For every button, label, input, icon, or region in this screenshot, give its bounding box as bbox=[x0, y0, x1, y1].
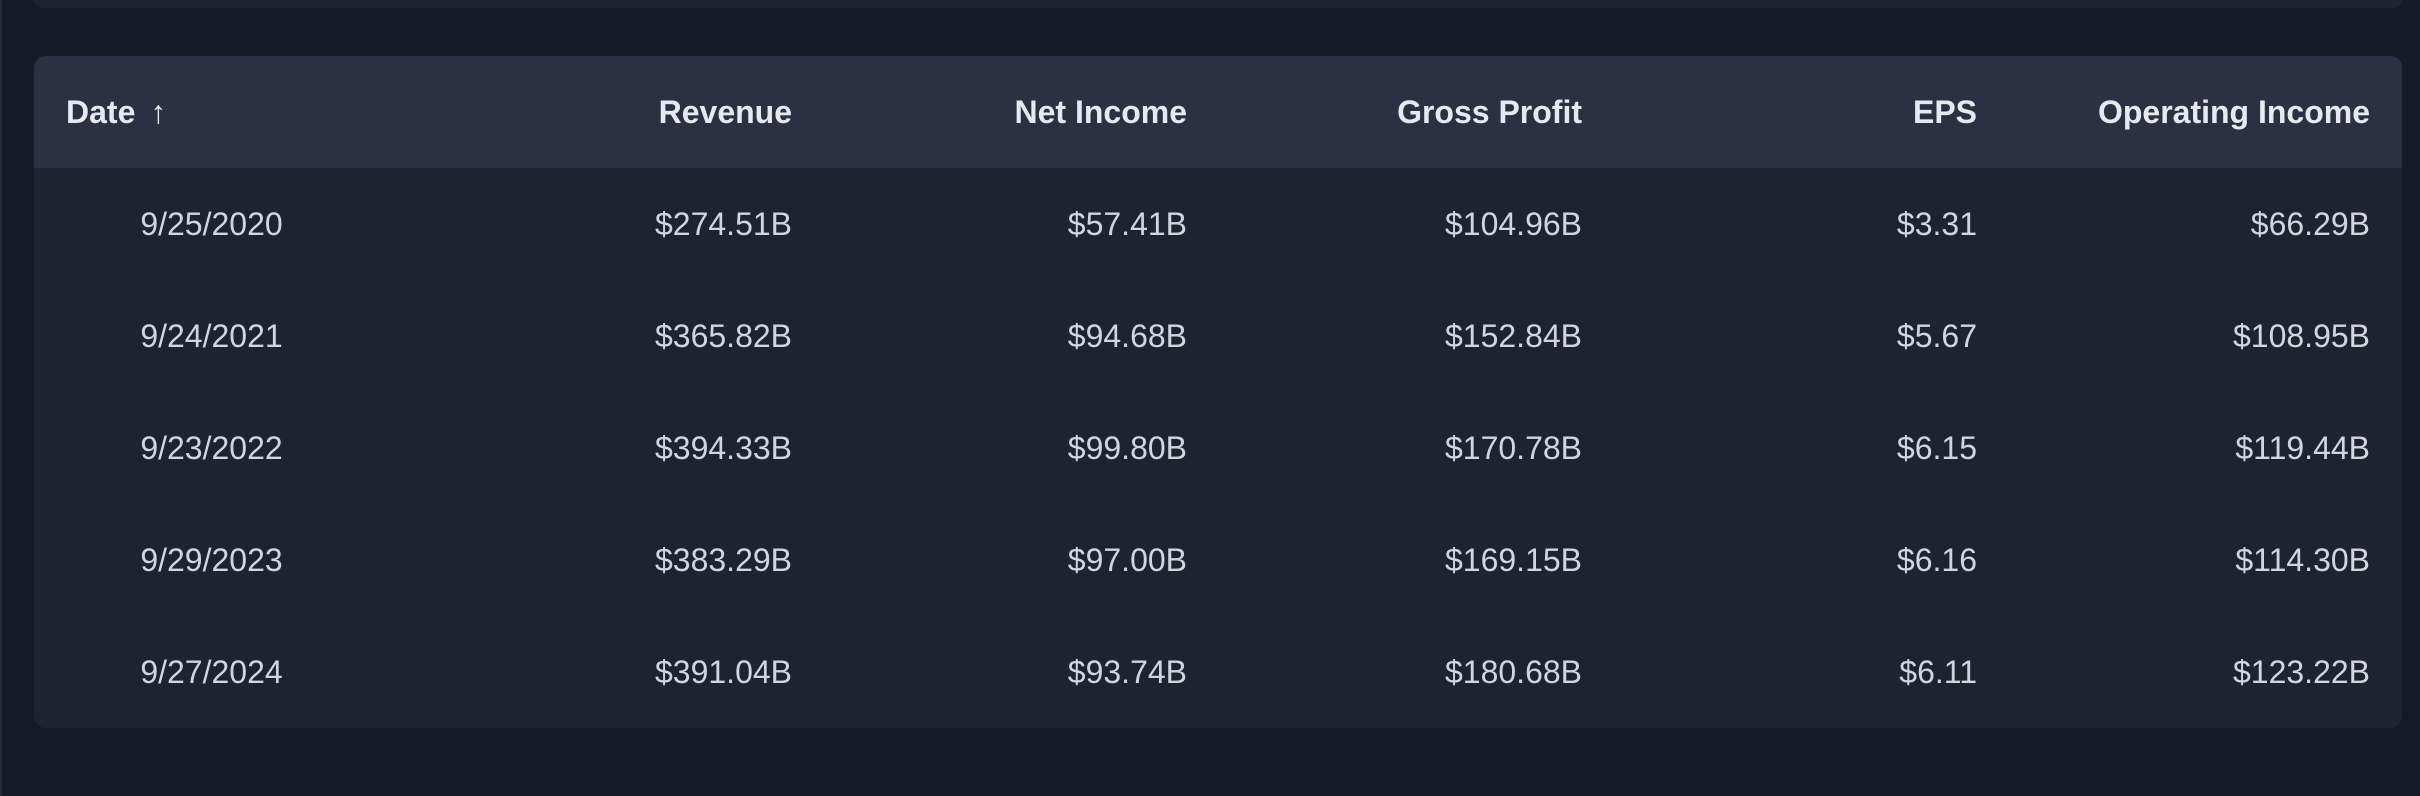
column-header-net-income[interactable]: Net Income bbox=[1014, 93, 1187, 130]
cell-gross-profit: $169.15B bbox=[1444, 541, 1582, 578]
table-row: 9/24/2021 $365.82B $94.68B $152.84B $5.6… bbox=[34, 280, 2402, 392]
cell-gross-profit: $180.68B bbox=[1444, 653, 1582, 690]
cell-gross-profit: $170.78B bbox=[1444, 429, 1582, 466]
cell-net-income: $93.74B bbox=[1067, 653, 1187, 690]
table-row: 9/23/2022 $394.33B $99.80B $170.78B $6.1… bbox=[34, 392, 2402, 504]
cell-operating-income: $123.22B bbox=[2232, 653, 2370, 690]
cell-date: 9/27/2024 bbox=[140, 653, 283, 690]
page-edge bbox=[0, 0, 2, 796]
column-header-date[interactable]: Date ↑ bbox=[34, 56, 429, 168]
cell-eps: $6.11 bbox=[1899, 653, 1977, 690]
cell-date: 9/29/2023 bbox=[140, 541, 283, 578]
table-row: 9/27/2024 $391.04B $93.74B $180.68B $6.1… bbox=[34, 616, 2402, 728]
cell-revenue: $383.29B bbox=[654, 541, 792, 578]
cell-revenue: $274.51B bbox=[654, 205, 792, 242]
cell-net-income: $94.68B bbox=[1067, 317, 1187, 354]
cell-net-income: $57.41B bbox=[1067, 205, 1187, 242]
cell-eps: $6.16 bbox=[1896, 541, 1977, 578]
column-header-operating-income[interactable]: Operating Income bbox=[2097, 93, 2370, 130]
cell-revenue: $394.33B bbox=[654, 429, 792, 466]
cell-revenue: $391.04B bbox=[654, 653, 792, 690]
column-header-date-label: Date bbox=[66, 93, 136, 130]
sort-ascending-icon: ↑ bbox=[150, 93, 167, 130]
cell-gross-profit: $104.96B bbox=[1444, 205, 1582, 242]
cell-operating-income: $114.30B bbox=[2235, 541, 2370, 578]
cell-net-income: $97.00B bbox=[1067, 541, 1187, 578]
table-header-row: Date ↑ Revenue Net Income Gross Profit E… bbox=[34, 56, 2402, 168]
cell-operating-income: $108.95B bbox=[2232, 317, 2370, 354]
cell-operating-income: $119.44B bbox=[2235, 429, 2370, 466]
cell-net-income: $99.80B bbox=[1067, 429, 1187, 466]
column-header-eps[interactable]: EPS bbox=[1912, 93, 1977, 130]
column-header-gross-profit[interactable]: Gross Profit bbox=[1397, 93, 1582, 130]
column-header-revenue[interactable]: Revenue bbox=[658, 93, 792, 130]
table-row: 9/25/2020 $274.51B $57.41B $104.96B $3.3… bbox=[34, 168, 2402, 280]
table-row: 9/29/2023 $383.29B $97.00B $169.15B $6.1… bbox=[34, 504, 2402, 616]
cell-operating-income: $66.29B bbox=[2250, 205, 2370, 242]
cell-revenue: $365.82B bbox=[654, 317, 792, 354]
cell-date: 9/23/2022 bbox=[140, 429, 283, 466]
cell-date: 9/25/2020 bbox=[140, 205, 283, 242]
cell-eps: $3.31 bbox=[1896, 205, 1977, 242]
cell-eps: $5.67 bbox=[1896, 317, 1977, 354]
cell-date: 9/24/2021 bbox=[140, 317, 283, 354]
cell-eps: $6.15 bbox=[1896, 429, 1977, 466]
financials-table-card: Date ↑ Revenue Net Income Gross Profit E… bbox=[34, 56, 2402, 728]
financials-table: Date ↑ Revenue Net Income Gross Profit E… bbox=[34, 56, 2402, 728]
cell-gross-profit: $152.84B bbox=[1444, 317, 1582, 354]
top-panel-edge bbox=[34, 0, 2402, 8]
